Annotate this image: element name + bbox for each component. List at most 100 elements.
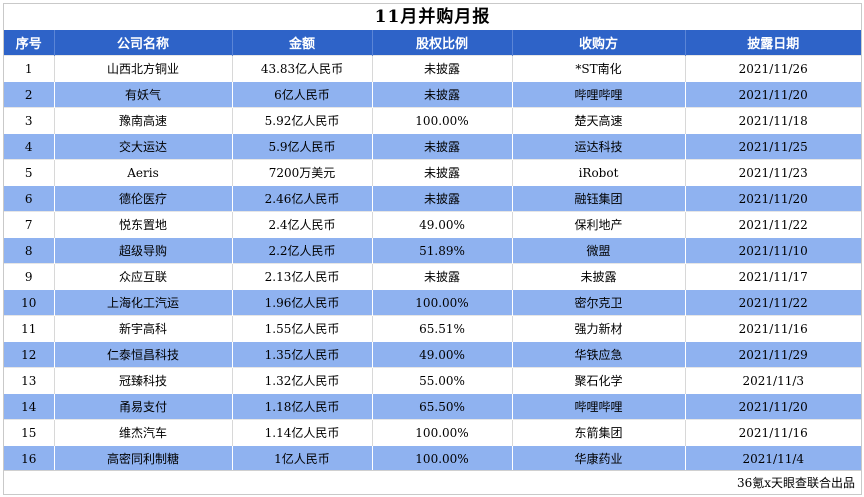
table-row: 9 众应互联 2.13亿人民币 未披露 未披露 2021/11/17 <box>4 263 861 290</box>
cell-company: 豫南高速 <box>54 107 233 134</box>
cell-equity: 未披露 <box>372 185 513 212</box>
cell-index: 8 <box>4 237 55 264</box>
cell-amount: 1.14亿人民币 <box>232 419 373 446</box>
cell-amount: 1亿人民币 <box>232 445 373 471</box>
cell-amount: 6亿人民币 <box>232 81 373 108</box>
cell-company: 悦东置地 <box>54 211 233 238</box>
column-header-amount: 金额 <box>232 30 373 56</box>
cell-index: 7 <box>4 211 55 238</box>
cell-company: 新宇高科 <box>54 315 233 342</box>
cell-equity: 未披露 <box>372 159 513 186</box>
table-row: 2 有妖气 6亿人民币 未披露 哔哩哔哩 2021/11/20 <box>4 81 861 108</box>
cell-equity: 未披露 <box>372 81 513 108</box>
table-row: 3 豫南高速 5.92亿人民币 100.00% 楚天高速 2021/11/18 <box>4 107 861 134</box>
footer-credit-text: 36氪x天眼查联合出品 <box>736 476 855 490</box>
cell-date: 2021/11/20 <box>685 81 861 108</box>
cell-date: 2021/11/18 <box>685 107 861 134</box>
table-row: 8 超级导购 2.2亿人民币 51.89% 微盟 2021/11/10 <box>4 237 861 264</box>
cell-acquirer: 华康药业 <box>512 445 686 471</box>
cell-index: 15 <box>4 419 55 446</box>
cell-equity: 65.50% <box>372 393 513 420</box>
cell-company: 交大运达 <box>54 133 233 160</box>
cell-company: 上海化工汽运 <box>54 289 233 316</box>
cell-acquirer: 楚天高速 <box>512 107 686 134</box>
cell-index: 1 <box>4 55 55 82</box>
cell-acquirer: 运达科技 <box>512 133 686 160</box>
cell-amount: 2.13亿人民币 <box>232 263 373 290</box>
cell-amount: 1.55亿人民币 <box>232 315 373 342</box>
cell-acquirer: 微盟 <box>512 237 686 264</box>
column-header-index: 序号 <box>4 30 55 56</box>
cell-date: 2021/11/17 <box>685 263 861 290</box>
cell-date: 2021/11/20 <box>685 185 861 212</box>
cell-acquirer: 华铁应急 <box>512 341 686 368</box>
cell-company: 维杰汽车 <box>54 419 233 446</box>
report-frame: 11月并购月报 序号 公司名称 金额 股权比例 收购方 披露日期 1 山西北方铜业… <box>3 3 862 495</box>
cell-amount: 43.83亿人民币 <box>232 55 373 82</box>
table-header-row: 序号 公司名称 金额 股权比例 收购方 披露日期 <box>4 30 861 56</box>
cell-acquirer: 哔哩哔哩 <box>512 81 686 108</box>
report-title: 11月并购月报 <box>374 7 491 27</box>
column-header-acquirer: 收购方 <box>512 30 686 56</box>
table-row: 11 新宇高科 1.55亿人民币 65.51% 强力新材 2021/11/16 <box>4 315 861 342</box>
cell-amount: 5.9亿人民币 <box>232 133 373 160</box>
cell-equity: 55.00% <box>372 367 513 394</box>
cell-equity: 未披露 <box>372 263 513 290</box>
cell-date: 2021/11/20 <box>685 393 861 420</box>
cell-amount: 1.32亿人民币 <box>232 367 373 394</box>
cell-index: 10 <box>4 289 55 316</box>
cell-date: 2021/11/3 <box>685 367 861 394</box>
cell-equity: 100.00% <box>372 419 513 446</box>
cell-date: 2021/11/22 <box>685 289 861 316</box>
cell-acquirer: iRobot <box>512 159 686 186</box>
cell-company: 众应互联 <box>54 263 233 290</box>
cell-acquirer: 哔哩哔哩 <box>512 393 686 420</box>
cell-company: 仁泰恒昌科技 <box>54 341 233 368</box>
cell-date: 2021/11/29 <box>685 341 861 368</box>
cell-equity: 51.89% <box>372 237 513 264</box>
cell-amount: 1.35亿人民币 <box>232 341 373 368</box>
table-row: 4 交大运达 5.9亿人民币 未披露 运达科技 2021/11/25 <box>4 133 861 160</box>
cell-amount: 2.46亿人民币 <box>232 185 373 212</box>
cell-acquirer: 保利地产 <box>512 211 686 238</box>
cell-amount: 2.4亿人民币 <box>232 211 373 238</box>
column-header-equity: 股权比例 <box>372 30 513 56</box>
cell-company: Aeris <box>54 159 233 186</box>
cell-acquirer: 密尔克卫 <box>512 289 686 316</box>
cell-index: 9 <box>4 263 55 290</box>
cell-index: 13 <box>4 367 55 394</box>
cell-equity: 100.00% <box>372 445 513 471</box>
cell-index: 12 <box>4 341 55 368</box>
cell-amount: 1.96亿人民币 <box>232 289 373 316</box>
cell-equity: 未披露 <box>372 133 513 160</box>
table-row: 1 山西北方铜业 43.83亿人民币 未披露 *ST南化 2021/11/26 <box>4 55 861 82</box>
cell-index: 5 <box>4 159 55 186</box>
cell-index: 4 <box>4 133 55 160</box>
table-row: 10 上海化工汽运 1.96亿人民币 100.00% 密尔克卫 2021/11/22 <box>4 289 861 316</box>
cell-company: 德伦医疗 <box>54 185 233 212</box>
table-body: 1 山西北方铜业 43.83亿人民币 未披露 *ST南化 2021/11/26 2 有妖气 6亿… <box>4 55 861 471</box>
cell-index: 16 <box>4 445 55 471</box>
table-row: 16 高密同利制糖 1亿人民币 100.00% 华康药业 2021/11/4 <box>4 445 861 471</box>
table-row: 7 悦东置地 2.4亿人民币 49.00% 保利地产 2021/11/22 <box>4 211 861 238</box>
cell-amount: 5.92亿人民币 <box>232 107 373 134</box>
cell-company: 超级导购 <box>54 237 233 264</box>
table-row: 12 仁泰恒昌科技 1.35亿人民币 49.00% 华铁应急 2021/11/29 <box>4 341 861 368</box>
cell-date: 2021/11/23 <box>685 159 861 186</box>
cell-date: 2021/11/25 <box>685 133 861 160</box>
cell-acquirer: 聚石化学 <box>512 367 686 394</box>
table-row: 6 德伦医疗 2.46亿人民币 未披露 融钰集团 2021/11/20 <box>4 185 861 212</box>
acquisitions-table: 序号 公司名称 金额 股权比例 收购方 披露日期 1 山西北方铜业 43.83亿人民… <box>4 30 861 471</box>
column-header-company: 公司名称 <box>54 30 233 56</box>
cell-company: 有妖气 <box>54 81 233 108</box>
table-row: 15 维杰汽车 1.14亿人民币 100.00% 东箭集团 2021/11/16 <box>4 419 861 446</box>
cell-date: 2021/11/26 <box>685 55 861 82</box>
cell-date: 2021/11/22 <box>685 211 861 238</box>
cell-equity: 100.00% <box>372 107 513 134</box>
table-row: 13 冠臻科技 1.32亿人民币 55.00% 聚石化学 2021/11/3 <box>4 367 861 394</box>
column-header-date: 披露日期 <box>685 30 861 56</box>
cell-index: 3 <box>4 107 55 134</box>
cell-acquirer: 强力新材 <box>512 315 686 342</box>
cell-company: 山西北方铜业 <box>54 55 233 82</box>
footer-credit: 36氪x天眼查联合出品 <box>4 470 861 495</box>
